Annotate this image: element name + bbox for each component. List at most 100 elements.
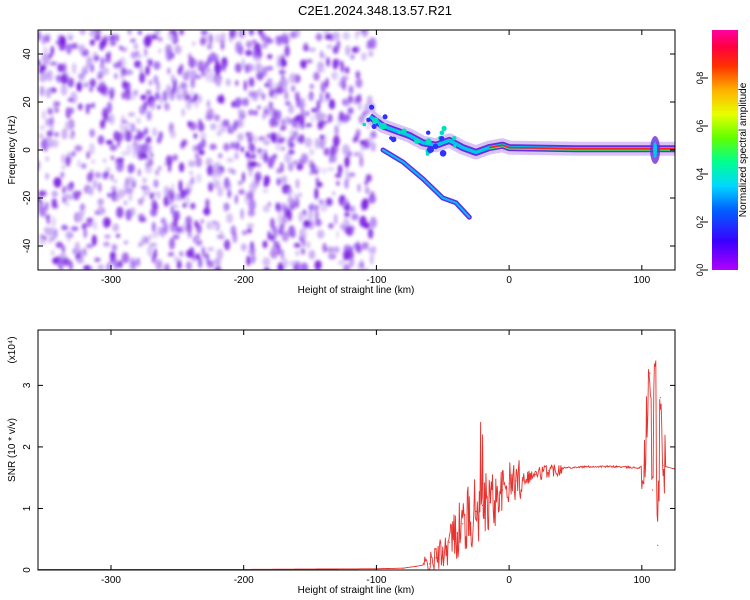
noise-blob [195, 253, 201, 260]
ridge-blob [369, 104, 375, 110]
noise-blob [275, 86, 284, 95]
noise-blob [289, 260, 297, 266]
noise-blob [40, 139, 48, 149]
noise-blob [280, 175, 288, 184]
noise-blob [167, 67, 171, 75]
noise-blob [154, 30, 161, 36]
noise-blob [125, 89, 132, 101]
ridge-blob [378, 122, 386, 130]
noise-blob [174, 44, 182, 55]
noise-blob [206, 247, 215, 252]
noise-blob [355, 78, 363, 88]
noise-blob [197, 122, 205, 132]
noise-blob [115, 157, 124, 164]
noise-blob [230, 141, 235, 150]
noise-blob [365, 174, 372, 182]
noise-blob [62, 186, 66, 195]
noise-blob [369, 134, 373, 147]
noise-blob [121, 252, 130, 264]
noise-blob [104, 234, 111, 239]
noise-blob [187, 230, 192, 239]
noise-blob [267, 202, 271, 207]
noise-blob [294, 134, 299, 139]
noise-blob [179, 82, 188, 90]
noise-blob [97, 198, 104, 206]
noise-blob [69, 36, 73, 41]
noise-blob [153, 61, 161, 70]
noise-blob [60, 84, 68, 96]
noise-blob [81, 222, 87, 231]
noise-blob [165, 155, 173, 166]
noise-blob [359, 155, 364, 168]
noise-blob [156, 136, 162, 144]
noise-blob [110, 173, 114, 181]
noise-blob [344, 155, 350, 168]
x-tick-label: 0 [506, 575, 512, 586]
noise-blob [76, 211, 84, 223]
snr-point [508, 483, 510, 485]
spectrogram-y-axis: -40 -20 0 20 40 [22, 48, 675, 253]
noise-blob [269, 117, 276, 128]
noise-blob [97, 204, 104, 216]
x-tick-label: 100 [633, 275, 650, 286]
noise-blob [57, 63, 64, 73]
noise-blob [269, 248, 278, 259]
noise-blob [323, 53, 327, 60]
noise-blob [97, 135, 105, 145]
noise-blob [207, 260, 212, 265]
noise-blob [121, 47, 128, 52]
noise-blob [308, 159, 314, 169]
noise-blob [263, 153, 269, 163]
noise-blob [169, 130, 177, 139]
noise-blob [319, 137, 325, 150]
noise-blob [295, 250, 300, 257]
noise-blob [347, 151, 352, 158]
noise-blob [288, 72, 297, 84]
noise-blob [177, 67, 183, 76]
noise-blob [342, 31, 351, 40]
noise-blob [308, 249, 316, 260]
snr-point [448, 541, 450, 543]
y-tick-label: 1 [22, 505, 33, 511]
noise-blob [119, 72, 124, 80]
snr-point [548, 469, 550, 471]
noise-blob [310, 115, 314, 123]
snr-point [649, 372, 651, 374]
snr-point [651, 489, 654, 491]
noise-blob [102, 217, 110, 229]
ridge-blob [426, 130, 431, 135]
noise-blob [212, 179, 221, 189]
noise-blob [200, 30, 208, 36]
noise-blob [88, 32, 97, 37]
noise-blob [244, 195, 250, 205]
noise-blob [192, 235, 198, 244]
noise-blob [279, 126, 286, 131]
noise-blob [210, 123, 217, 131]
noise-blob [104, 107, 109, 112]
noise-blob [173, 217, 178, 228]
noise-blob [167, 32, 174, 41]
noise-blob [67, 195, 73, 201]
noise-blob [113, 178, 118, 184]
noise-blob [130, 38, 137, 44]
noise-blob [248, 199, 256, 211]
noise-blob [89, 78, 96, 88]
noise-blob [65, 231, 73, 239]
noise-blob [320, 201, 328, 213]
noise-blob [167, 43, 171, 56]
noise-blob [134, 60, 142, 69]
noise-blob [238, 118, 245, 128]
snr-point [643, 464, 646, 466]
noise-blob [343, 263, 351, 270]
noise-blob [91, 159, 96, 164]
noise-blob [218, 153, 223, 159]
noise-blob [262, 240, 268, 249]
noise-blob [107, 115, 111, 123]
noise-blob [332, 31, 340, 41]
noise-blob [343, 225, 351, 234]
noise-blob [94, 172, 102, 179]
noise-blob [280, 146, 285, 151]
noise-blob [39, 124, 45, 131]
noise-blob [103, 241, 110, 247]
